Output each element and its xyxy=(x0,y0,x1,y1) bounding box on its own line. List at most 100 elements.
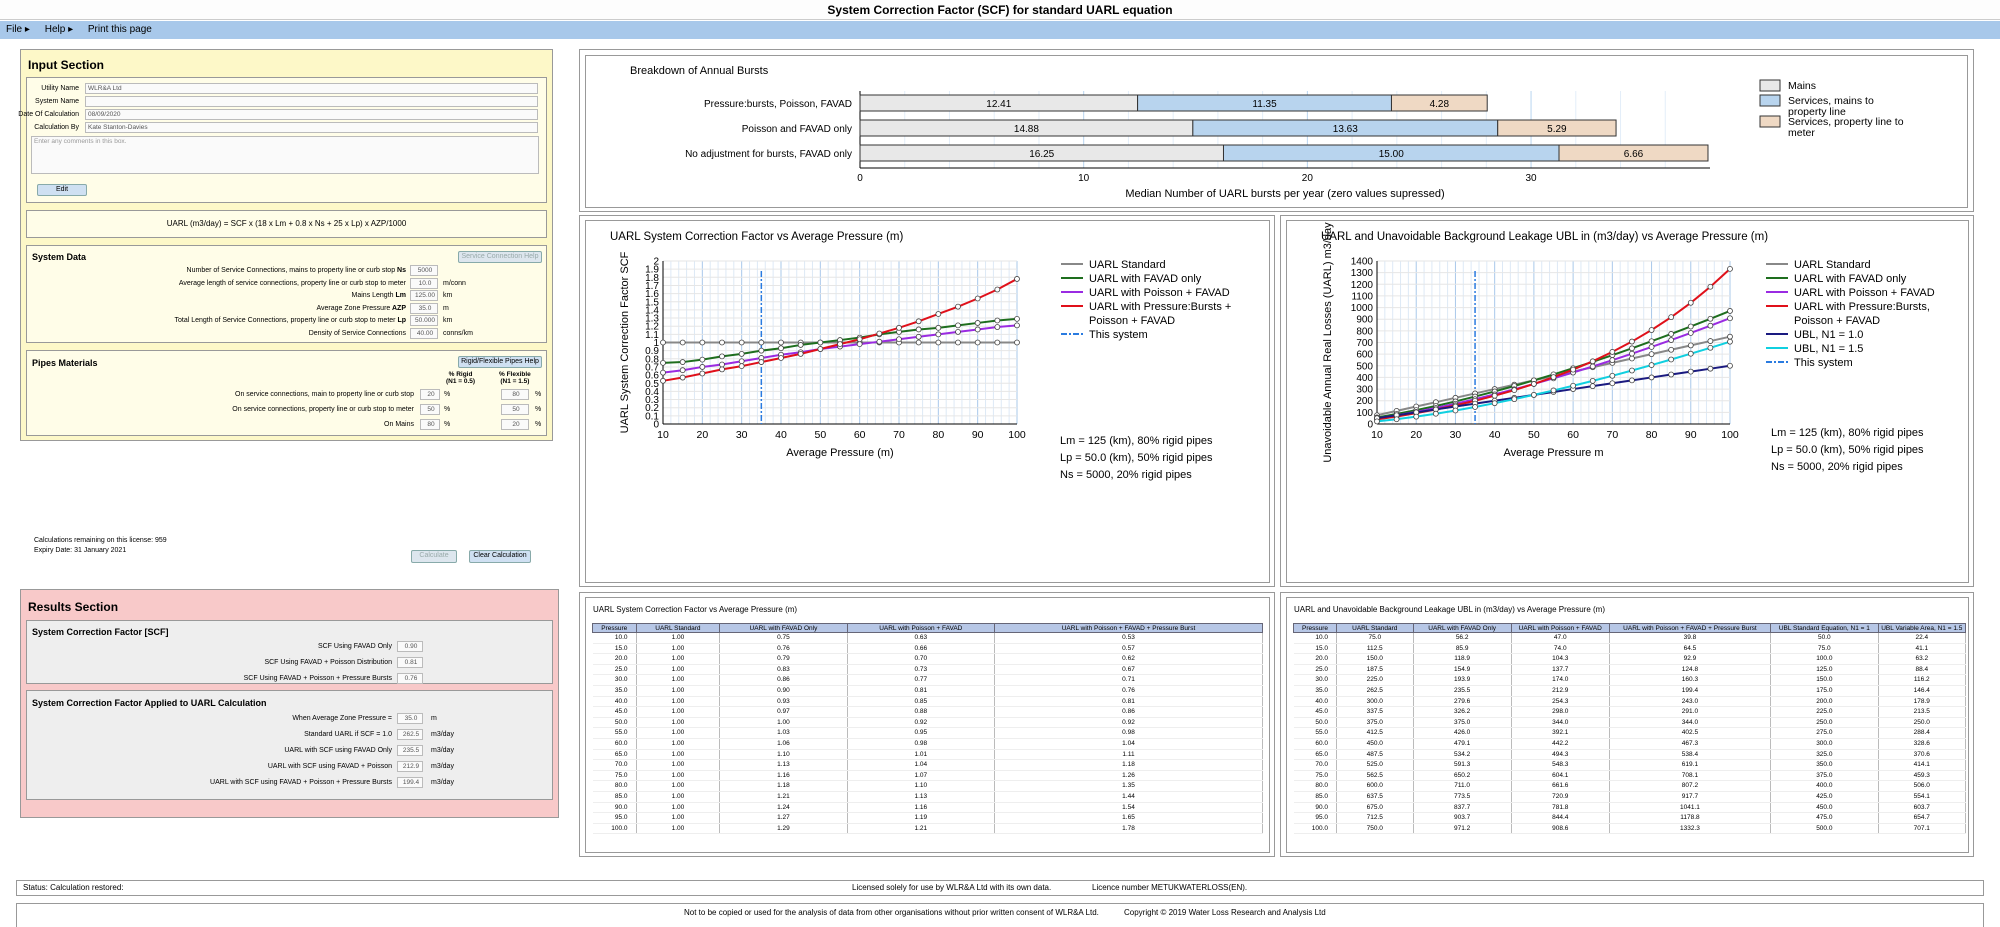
table-cell: 1.00 xyxy=(636,696,721,708)
line-chart-point xyxy=(1668,346,1675,353)
utility-name-input[interactable]: WLR&A Ltd xyxy=(85,83,538,94)
system-row-input[interactable]: 125.00 xyxy=(410,290,438,301)
table-cell: 1.00 xyxy=(719,717,848,729)
line-chart-y-tick: 2 xyxy=(653,257,659,268)
table-cell: 487.5 xyxy=(1336,749,1414,761)
table-row: 50.0 1.00 1.00 0.92 0.92 xyxy=(592,717,1264,729)
system-row-label-text: Average length of service connections, p… xyxy=(178,279,406,287)
pipes-flex-input[interactable]: 80 xyxy=(501,389,529,400)
line-chart-y-tick: 400 xyxy=(1356,373,1373,384)
line-chart-y-tick: 0.2 xyxy=(645,403,659,414)
table-cell: 1.78 xyxy=(994,823,1264,835)
table-cell: 459.3 xyxy=(1878,770,1967,782)
menu-file[interactable]: File ▸ xyxy=(6,24,30,35)
table-cell: 0.95 xyxy=(847,727,995,739)
table-cell: 0.75 xyxy=(719,632,848,644)
line-chart-x-tick: 100 xyxy=(1721,429,1739,441)
pipes-rigid-input[interactable]: 80 xyxy=(420,419,440,430)
service-connection-help-button[interactable]: Service Connection Help xyxy=(458,251,542,263)
bursts-legend-label-cont: property line xyxy=(1788,106,1846,118)
table-cell: 30.0 xyxy=(1293,674,1337,686)
table-cell: 1.24 xyxy=(719,802,848,814)
line-chart-title: UARL System Correction Factor vs Average… xyxy=(610,231,904,243)
line-chart-y-tick: 1100 xyxy=(1351,291,1373,302)
calculate-button[interactable]: Calculate xyxy=(411,550,457,563)
line-chart-point xyxy=(935,339,942,346)
line-chart-point xyxy=(896,324,902,331)
table-cell: 118.9 xyxy=(1413,653,1512,665)
table-cell: 1.44 xyxy=(994,791,1264,803)
pipes-flex-input[interactable]: 50 xyxy=(501,404,529,415)
system-row-input[interactable]: 50.000 xyxy=(410,315,438,326)
line-chart-point xyxy=(955,329,961,335)
line-chart-series xyxy=(1376,268,1731,421)
system-name-label: System Name xyxy=(35,98,79,105)
table-cell: 400.0 xyxy=(1770,780,1879,792)
table-cell: 1.00 xyxy=(636,759,721,771)
table-row: 55.0 1.00 1.03 0.95 0.98 xyxy=(592,727,1264,739)
table-cell: 1332.3 xyxy=(1609,823,1772,835)
table-cell: 95.0 xyxy=(1293,812,1337,824)
bursts-legend-swatch xyxy=(1759,115,1781,128)
line-chart-point xyxy=(1550,374,1557,381)
table-header-cell: Pressure xyxy=(1293,623,1337,633)
menu-help[interactable]: Help ▸ xyxy=(44,24,74,35)
edit-button[interactable]: Edit xyxy=(37,184,87,196)
line-chart-point xyxy=(778,339,784,346)
system-row-input[interactable]: 5000 xyxy=(410,265,438,276)
line-chart-point xyxy=(817,339,824,346)
system-row-input[interactable]: 35.0 xyxy=(410,302,438,314)
menu-print[interactable]: Print this page xyxy=(87,24,152,35)
line-chart-note: Ns = 5000, 20% rigid pipes xyxy=(1060,469,1192,481)
table-cell: 10.0 xyxy=(1293,632,1337,644)
table-cell: 1.10 xyxy=(847,780,995,792)
pipes-rigid-input[interactable]: 50 xyxy=(420,404,440,415)
system-row-input[interactable]: 40.00 xyxy=(410,327,438,339)
table-cell: 0.62 xyxy=(994,653,1264,665)
line-chart-note: Ns = 5000, 20% rigid pipes xyxy=(1771,461,1903,473)
table-cell: 781.8 xyxy=(1511,802,1610,814)
line-chart-point xyxy=(660,359,666,366)
system-row-input[interactable]: 10.0 xyxy=(410,277,438,289)
table-cell: 254.3 xyxy=(1511,696,1610,708)
pipes-flex-input[interactable]: 20 xyxy=(501,419,529,430)
applied-row-unit: m xyxy=(431,715,437,722)
table-cell: 178.9 xyxy=(1878,696,1967,708)
table-row: 95.0 712.5 903.7 844.4 1178.8 475.0 654.7 xyxy=(1293,812,1967,824)
table-row: 20.0 150.0 118.9 104.3 92.9 100.0 63.2 xyxy=(1293,653,1967,665)
rigid-flexible-help-button[interactable]: Rigid/Flexible Pipes Help xyxy=(458,356,542,368)
system-row-unit: km xyxy=(443,292,453,299)
system-name-input[interactable] xyxy=(85,96,538,107)
bursts-legend-label: Mains xyxy=(1788,80,1816,92)
line-chart-x-tick: 70 xyxy=(893,429,905,441)
table-cell: 650.2 xyxy=(1413,770,1512,782)
bursts-x-label: Median Number of UARL bursts per year (z… xyxy=(1125,188,1444,200)
bursts-bar-label: 6.66 xyxy=(1624,149,1644,160)
system-row-symbol: AZP xyxy=(390,304,406,312)
line-chart-x-tick: 60 xyxy=(1567,429,1579,441)
line-chart-point xyxy=(719,339,725,346)
calc-by-input[interactable]: Kate Stanton-Davies xyxy=(85,122,538,133)
footer-copyright: Copyright © 2019 Water Loss Research and… xyxy=(1124,908,1326,917)
clear-calculation-button[interactable]: Clear Calculation xyxy=(469,550,531,563)
table-cell: 773.5 xyxy=(1413,791,1512,803)
line-chart-y-tick: 0.3 xyxy=(645,395,659,406)
comments-textarea[interactable]: Enter any comments in this box. xyxy=(31,136,539,174)
pipes-rigid-input[interactable]: 20 xyxy=(420,389,440,400)
bursts-legend-label-cont: meter xyxy=(1788,127,1815,139)
system-row-label: Number of Service Connections, mains to … xyxy=(187,267,406,274)
table-header-cell: UARL with Poisson + FAVAD xyxy=(1510,623,1610,633)
table-cell: 95.0 xyxy=(592,812,637,824)
line-chart-point xyxy=(994,324,1001,330)
line-chart-point xyxy=(1609,372,1616,379)
table-cell: 80.0 xyxy=(592,780,637,792)
line-chart-point xyxy=(1668,337,1675,343)
table-cell: 1.00 xyxy=(636,717,721,729)
line-chart-point xyxy=(955,303,961,310)
table-cell: 1.00 xyxy=(636,643,721,655)
date-input[interactable]: 08/09/2020 xyxy=(85,109,538,120)
table-cell: 40.0 xyxy=(592,696,637,708)
table-cell: 0.73 xyxy=(847,664,995,676)
applied-row-value: 35.0 xyxy=(397,713,423,724)
table-row: 85.0 1.00 1.21 1.13 1.44 xyxy=(592,791,1264,803)
